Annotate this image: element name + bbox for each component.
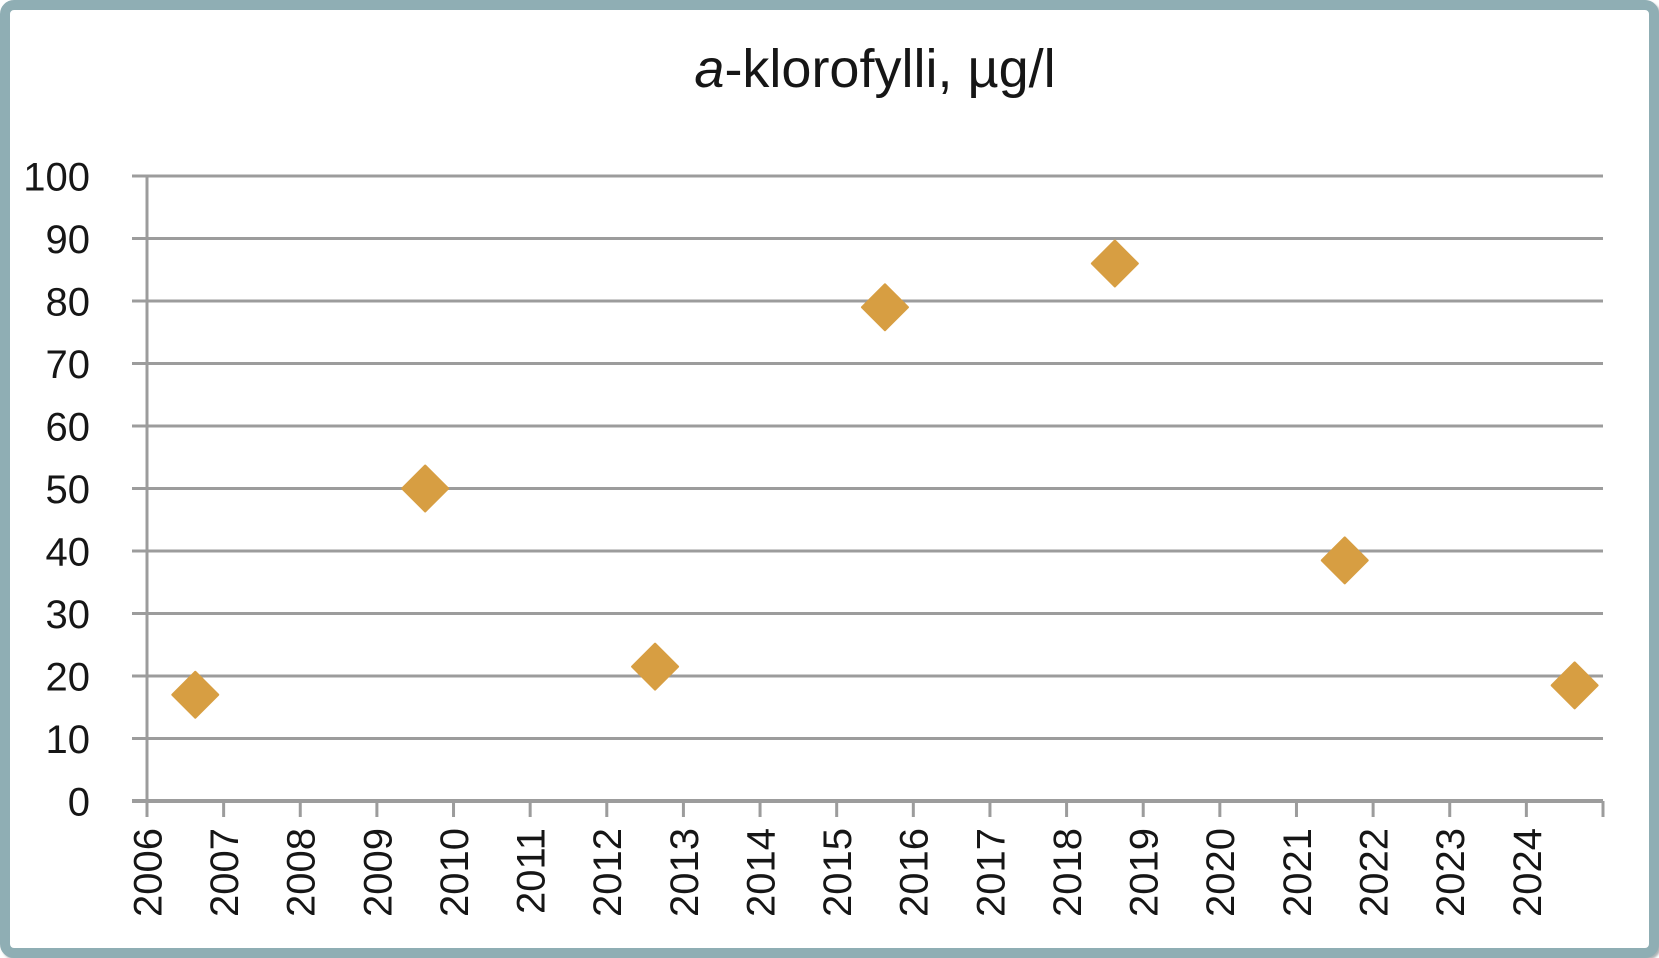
x-tick-label: 2008 (280, 828, 324, 917)
y-tick-label: 70 (46, 343, 91, 387)
y-tick-label: 10 (46, 718, 91, 762)
data-point-diamond (401, 464, 450, 513)
data-point-diamond (1550, 661, 1599, 710)
data-point-diamond (1320, 536, 1369, 585)
x-tick-label: 2023 (1429, 828, 1473, 917)
x-tick-label: 2011 (510, 828, 554, 914)
y-tick-label: 90 (46, 218, 91, 262)
data-point-diamond (631, 642, 680, 691)
x-tick-label: 2009 (356, 828, 400, 917)
y-tick-label: 100 (23, 155, 90, 199)
x-tick-label: 2015 (816, 828, 860, 917)
x-tick-label: 2019 (1123, 828, 1167, 917)
x-tick-label: 2018 (1046, 828, 1090, 917)
y-tick-label: 60 (46, 405, 91, 449)
y-tick-label: 20 (46, 655, 91, 699)
x-tick-label: 2014 (739, 828, 783, 917)
y-tick-label: 40 (46, 530, 91, 574)
x-tick-label: 2010 (433, 828, 477, 917)
x-tick-label: 2016 (893, 828, 937, 917)
x-tick-label: 2021 (1276, 828, 1320, 917)
x-tick-label: 2017 (969, 828, 1013, 917)
x-tick-label: 2020 (1199, 828, 1243, 917)
x-tick-label: 2022 (1353, 828, 1397, 917)
y-tick-label: 80 (46, 280, 91, 324)
y-tick-label: 0 (68, 780, 90, 824)
data-point-diamond (860, 283, 909, 332)
chart-title-rest-part: -klorofylli, µg/l (724, 39, 1056, 99)
x-tick-label: 2007 (203, 828, 247, 917)
y-tick-label: 30 (46, 593, 91, 637)
x-tick-label: 2013 (663, 828, 707, 917)
y-tick-label: 50 (46, 468, 91, 512)
chart-title-italic-part: a (694, 39, 725, 99)
x-tick-label: 2006 (126, 828, 170, 917)
x-tick-label: 2024 (1506, 828, 1550, 917)
data-point-diamond (1090, 239, 1139, 288)
x-tick-label: 2012 (586, 828, 630, 917)
chart-title: a-klorofylli, µg/l (147, 38, 1603, 100)
data-point-diamond (171, 670, 220, 719)
